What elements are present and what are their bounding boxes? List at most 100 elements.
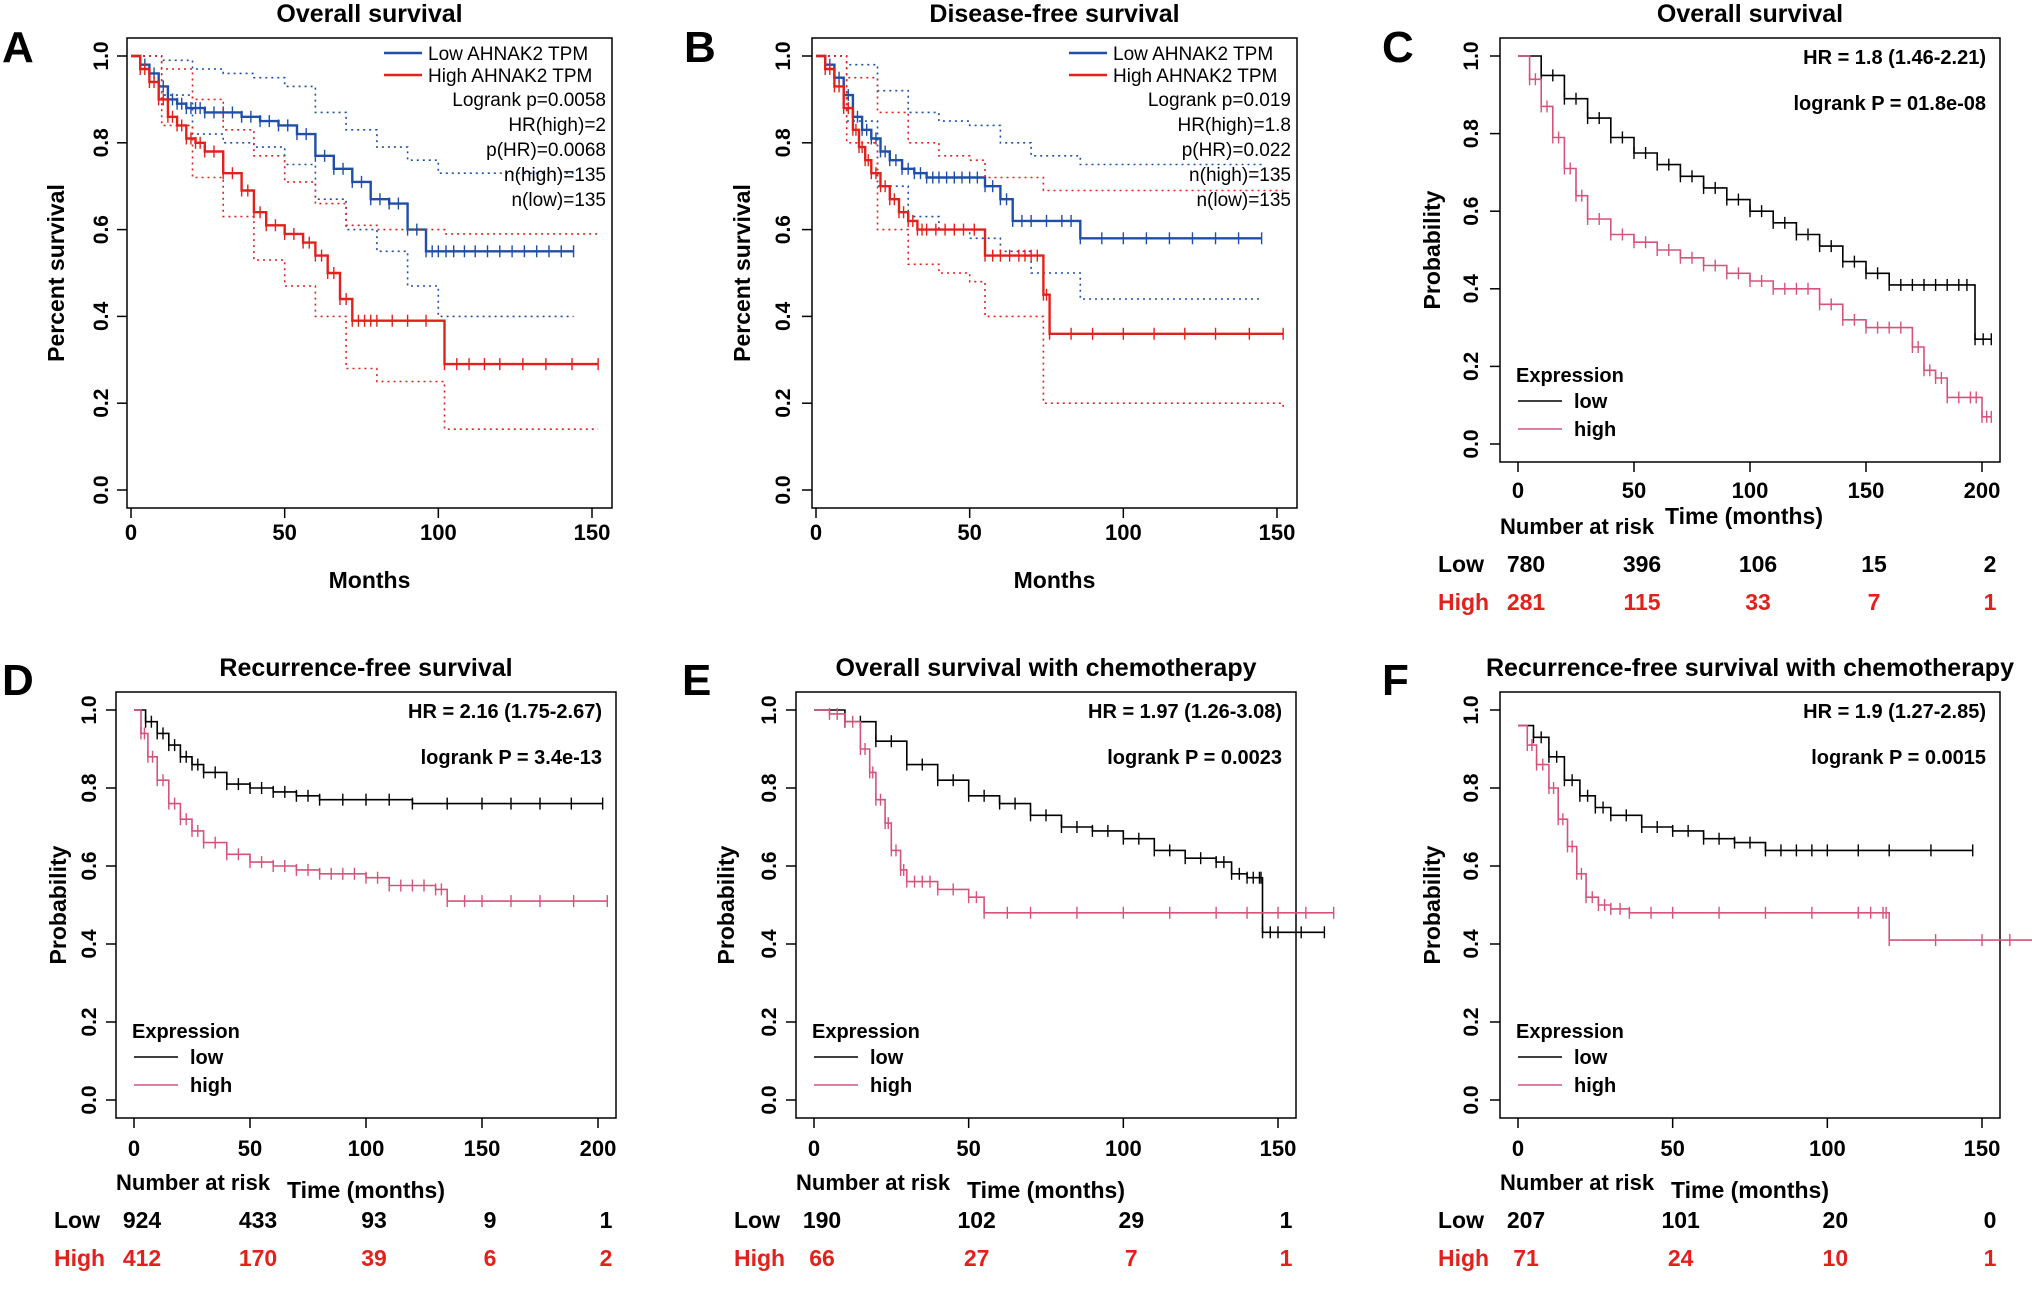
risk-row-label: Low [1438, 1207, 1484, 1233]
x-tick-label: 150 [574, 520, 611, 545]
y-tick-label: 0.2 [90, 389, 113, 418]
x-axis-label: Time (months) [287, 1177, 445, 1203]
y-tick-label: 0.0 [78, 1085, 101, 1114]
stat-text: HR = 1.9 (1.27-2.85) [1803, 701, 1986, 723]
ci-lower-line [816, 55, 1284, 408]
stat-text: logrank P = 01.8e-08 [1793, 93, 1986, 115]
legend-label: high [870, 1075, 912, 1097]
survival-curve [1518, 724, 1973, 852]
panel-b: B Disease-free survival 0 50 100 150 0.0 0.2 0.4… [684, 0, 1298, 593]
y-tick-label: 0.6 [1460, 197, 1483, 226]
y-tick-label: 0.2 [1460, 1007, 1483, 1036]
legend-title: Expression [132, 1021, 240, 1043]
risk-value: 106 [1739, 551, 1777, 577]
x-tick-label: 150 [1260, 1136, 1297, 1161]
x-tick-label: 0 [1512, 478, 1524, 503]
risk-value: 433 [239, 1207, 277, 1233]
y-axis-label: Percent survival [43, 184, 69, 362]
y-axis-label: Probability [1419, 190, 1445, 309]
stat-text: n(low)=135 [1196, 190, 1291, 211]
y-tick-label: 1.0 [90, 41, 113, 70]
stat-text: n(low)=135 [511, 190, 606, 211]
x-tick-label: 50 [238, 1136, 262, 1161]
legend-label: High AHNAK2 TPM [1113, 66, 1277, 87]
x-tick-label: 100 [348, 1136, 385, 1161]
y-tick-label: 1.0 [78, 695, 101, 724]
legend-label: Low AHNAK2 TPM [1113, 44, 1273, 65]
y-tick-label: 0.4 [1460, 274, 1483, 304]
chart-title: Overall survival with chemotherapy [836, 654, 1257, 682]
risk-row-label: High [734, 1245, 785, 1271]
risk-value: 27 [964, 1245, 990, 1271]
y-tick-label: 0.8 [772, 128, 795, 158]
series-high [814, 707, 1335, 919]
risk-title: Number at risk [796, 1170, 951, 1195]
series-low [1518, 724, 1974, 857]
chart-title: Recurrence-free survival [219, 654, 512, 682]
legend-label: High AHNAK2 TPM [428, 66, 592, 87]
stat-text: HR = 1.97 (1.26-3.08) [1088, 701, 1282, 723]
stat-text: Logrank p=0.0058 [452, 90, 606, 111]
legend-label: high [190, 1075, 232, 1097]
x-axis-label: Time (months) [967, 1177, 1125, 1203]
risk-value: 0 [1984, 1207, 1997, 1233]
x-axis-label: Time (months) [1671, 1177, 1829, 1203]
risk-row-label: High [1438, 589, 1489, 615]
risk-value: 115 [1623, 589, 1660, 615]
ci-lower-line [131, 55, 574, 318]
x-tick-label: 150 [1964, 1136, 2001, 1161]
legend-label: low [870, 1047, 904, 1069]
legend-label: low [1574, 391, 1608, 413]
y-axis-label: Probability [1419, 845, 1445, 964]
chart-title: Recurrence-free survival with chemothera… [1486, 654, 2014, 682]
x-tick-label: 100 [1732, 478, 1769, 503]
series-high [1518, 55, 1992, 423]
risk-value: 924 [123, 1207, 162, 1233]
panel-d: D Recurrence-free survival 0 50 100 150 200 0.0… [2, 654, 617, 1271]
risk-row-label: Low [734, 1207, 780, 1233]
risk-value: 7 [1125, 1245, 1138, 1271]
stat-text: HR = 1.8 (1.46-2.21) [1803, 47, 1986, 69]
risk-row-label: Low [1438, 551, 1484, 577]
legend-title: Expression [1516, 1021, 1624, 1043]
stat-text: n(high)=135 [504, 165, 606, 186]
risk-row-label: High [54, 1245, 105, 1271]
y-tick-label: 0.2 [78, 1007, 101, 1036]
risk-row-label: Low [54, 1207, 100, 1233]
risk-value: 29 [1119, 1207, 1145, 1233]
plot-frame [811, 37, 1298, 509]
series-high [1518, 724, 2032, 947]
y-tick-label: 0.2 [758, 1007, 781, 1036]
risk-title: Number at risk [1500, 514, 1655, 539]
panel-letter: D [2, 656, 34, 705]
risk-value: 24 [1668, 1245, 1694, 1271]
panel-letter: B [684, 23, 716, 72]
y-tick-label: 0.6 [90, 215, 113, 244]
chart-title: Disease-free survival [929, 0, 1179, 28]
y-tick-label: 1.0 [1460, 41, 1483, 70]
series-high-ahnak2-tpm [816, 54, 1284, 408]
y-axis-label: Probability [45, 845, 71, 964]
x-tick-label: 50 [1622, 478, 1646, 503]
risk-value: 1 [600, 1207, 613, 1233]
risk-value: 1 [1984, 1245, 1997, 1271]
plot-frame [1499, 691, 2001, 1119]
risk-value: 39 [361, 1245, 387, 1271]
x-tick-label: 0 [1512, 1136, 1524, 1161]
stat-text: HR(high)=1.8 [1177, 115, 1291, 136]
risk-value: 1 [1280, 1245, 1293, 1271]
plot-frame [126, 37, 613, 509]
y-tick-label: 0.6 [1460, 851, 1483, 880]
stat-text: HR(high)=2 [508, 115, 606, 136]
risk-value: 20 [1823, 1207, 1849, 1233]
risk-value: 6 [484, 1245, 497, 1271]
risk-value: 281 [1507, 589, 1546, 615]
series-high-ahnak2-tpm [131, 54, 599, 430]
chart-title: Overall survival [1657, 0, 1843, 28]
risk-value: 1 [1280, 1207, 1293, 1233]
risk-value: 2 [1984, 551, 1997, 577]
stat-text: n(high)=135 [1189, 165, 1291, 186]
y-tick-label: 1.0 [1460, 695, 1483, 724]
y-tick-label: 0.6 [772, 215, 795, 244]
risk-value: 101 [1661, 1207, 1700, 1233]
